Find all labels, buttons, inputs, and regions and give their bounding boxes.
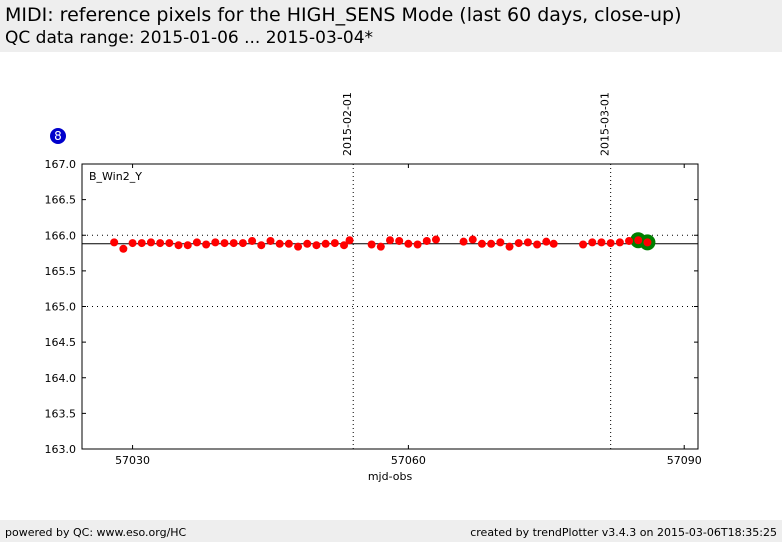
data-point: [422, 236, 431, 245]
data-point: [597, 238, 606, 247]
y-tick-label: 167.0: [45, 158, 77, 171]
data-points: [110, 232, 656, 253]
count-badge-circle: [50, 128, 66, 144]
y-tick-label: 165.0: [45, 301, 77, 314]
y-tick-label: 163.0: [45, 443, 77, 456]
x-tick-label: 57060: [391, 454, 426, 467]
plot-frame: [81, 163, 699, 450]
data-point: [588, 238, 597, 247]
data-point: [542, 237, 551, 246]
data-point: [202, 240, 211, 249]
footer-powered-by: powered by QC: www.eso.org/HC: [5, 526, 187, 539]
data-point: [523, 238, 532, 247]
data-point: [643, 238, 652, 247]
data-point: [376, 242, 385, 251]
page-title: MIDI: reference pixels for the HIGH_SENS…: [5, 4, 682, 26]
data-point: [321, 239, 330, 248]
gridlines: [82, 234, 698, 307]
y-tick-label: 166.0: [45, 229, 77, 242]
data-point: [477, 239, 486, 248]
data-point: [615, 238, 624, 247]
date-marker-label: 2015-02-01: [341, 92, 354, 156]
data-point: [183, 241, 192, 250]
data-point: [634, 236, 643, 245]
data-point: [413, 240, 422, 249]
x-tick-label: 57030: [115, 454, 150, 467]
data-point: [165, 239, 174, 248]
data-point: [487, 239, 496, 248]
data-point: [192, 238, 201, 247]
data-point: [238, 239, 247, 248]
data-point: [549, 239, 558, 248]
y-tick-label: 165.5: [45, 265, 77, 278]
data-point: [533, 240, 542, 249]
data-point: [303, 239, 312, 248]
data-point: [505, 242, 514, 251]
data-point: [275, 239, 284, 248]
axis-ticks: 163.0 163.5 164.0 164.5 165.0 165.5 166.0 166.5…: [45, 158, 702, 467]
data-point: [386, 236, 394, 245]
data-point: [514, 239, 523, 248]
data-point: [312, 241, 321, 250]
data-point: [257, 241, 266, 250]
scatter-chart: 8 2015-02-01 2015-03-01 163.0163.5164.016…: [45, 92, 702, 483]
data-point: [395, 236, 404, 245]
x-axis-label: mjd-obs: [368, 470, 413, 483]
footer-created-by: created by trendPlotter v3.4.3 on 2015-0…: [470, 526, 777, 539]
data-point: [128, 239, 137, 248]
x-tick-label: 57090: [667, 454, 702, 467]
data-point: [248, 236, 257, 245]
data-point: [146, 238, 155, 247]
data-point: [468, 235, 477, 244]
data-point: [606, 239, 615, 248]
count-badge-value: 8: [54, 129, 62, 143]
data-point: [496, 238, 505, 247]
series-label: B_Win2_Y: [89, 170, 142, 183]
data-point: [137, 239, 146, 248]
y-tick-label: 163.5: [45, 407, 77, 420]
y-tick-label: 164.0: [45, 372, 77, 385]
page-subtitle: QC data range: 2015-01-06 ... 2015-03-04…: [5, 28, 374, 48]
data-point: [220, 239, 229, 248]
data-point: [579, 240, 588, 249]
data-point: [266, 236, 275, 245]
y-tick-label: 166.5: [45, 194, 77, 207]
data-point: [294, 242, 303, 251]
header-bar: MIDI: reference pixels for the HIGH_SENS…: [0, 0, 782, 52]
y-tick-label: 164.5: [45, 336, 77, 349]
data-point: [211, 238, 220, 247]
data-point: [110, 238, 119, 247]
data-point: [156, 239, 165, 248]
date-marker-label: 2015-03-01: [599, 92, 612, 156]
data-point: [340, 241, 349, 250]
data-point: [404, 239, 413, 248]
date-markers: 2015-02-01 2015-03-01: [341, 92, 612, 449]
data-point: [330, 239, 339, 248]
data-point: [174, 241, 183, 250]
data-point: [625, 236, 634, 245]
count-badge: 8: [50, 128, 66, 144]
data-point: [119, 244, 128, 253]
data-point: [284, 239, 293, 248]
footer-bar: powered by QC: www.eso.org/HC created by…: [0, 520, 782, 542]
data-point: [345, 236, 354, 245]
data-point: [459, 237, 468, 246]
data-point: [367, 240, 376, 249]
data-point: [229, 239, 238, 248]
data-point: [431, 235, 440, 244]
